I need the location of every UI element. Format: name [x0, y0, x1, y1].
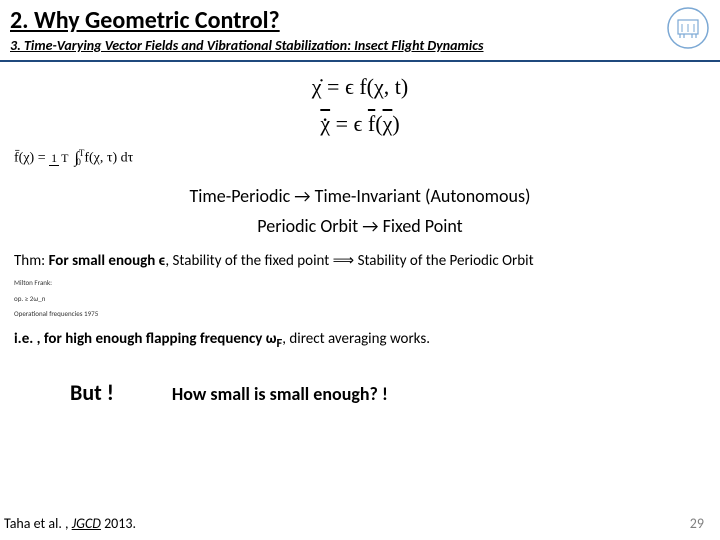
- citation: Taha et al. , JGCD 2013.: [4, 515, 136, 532]
- ref-line-1: Milton Frank:: [14, 278, 720, 287]
- slide-title: 2. Why Geometric Control?: [10, 6, 710, 35]
- avg-frac-bot: T: [59, 151, 70, 165]
- theorem-line: Thm: For small enough ϵ, Stability of th…: [14, 251, 706, 270]
- header-rule: [0, 60, 720, 62]
- cite-pre: Taha et al. ,: [4, 515, 72, 532]
- thm-mid: , Stability of the fixed point ⟹ Stabili…: [165, 252, 533, 270]
- ie-pre: i.e. ,: [14, 330, 44, 348]
- averaging-definition: f̄(χ) = 1T ∫T0 f(χ, τ) dτ: [14, 148, 720, 167]
- cite-journal: JGCD: [72, 515, 101, 532]
- thm-bold: For small enough ϵ: [49, 252, 166, 270]
- ie-post: , direct averaging works.: [282, 330, 430, 348]
- eq2-arg: χ: [383, 107, 393, 140]
- eq1-text: χ̇ = ϵ f(χ, t): [312, 74, 408, 99]
- avg-pre: f̄(χ) =: [14, 151, 49, 166]
- thm-pre: Thm:: [14, 252, 49, 270]
- ie-bold: for high enough flapping frequency ω: [44, 330, 277, 348]
- avg-frac-top: 1: [49, 151, 59, 166]
- avg-after: f(χ, τ) dτ: [81, 151, 133, 166]
- ref-line-3: Operational frequencies 1975: [14, 309, 720, 318]
- periodic-to-autonomous: Time-Periodic → Time-Invariant (Autonomo…: [0, 185, 720, 207]
- but-label: But !: [70, 379, 114, 406]
- eq2-eq: = ϵ: [336, 111, 368, 136]
- slide-subtitle: 3. Time-Varying Vector Fields and Vibrat…: [10, 37, 710, 54]
- equation-1: χ̇ = ϵ f(χ, t): [0, 70, 720, 103]
- page-number: 29: [690, 515, 704, 532]
- eq2-close: ): [392, 111, 399, 136]
- equation-2: . χ = ϵ f(χ): [0, 107, 720, 140]
- institution-logo: [666, 6, 710, 50]
- how-small-question: How small is small enough? !: [172, 383, 388, 405]
- eq2-open: (: [375, 111, 382, 136]
- cite-post: 2013.: [101, 515, 136, 532]
- ref-line-2: op. ≥ 2ω_n: [14, 294, 720, 303]
- orbit-to-fixed-point: Periodic Orbit → Fixed Point: [0, 215, 720, 237]
- but-row: But ! How small is small enough? !: [70, 379, 720, 406]
- slide-header: 2. Why Geometric Control? 3. Time-Varyin…: [0, 0, 720, 56]
- ie-line: i.e. , for high enough flapping frequenc…: [14, 330, 706, 351]
